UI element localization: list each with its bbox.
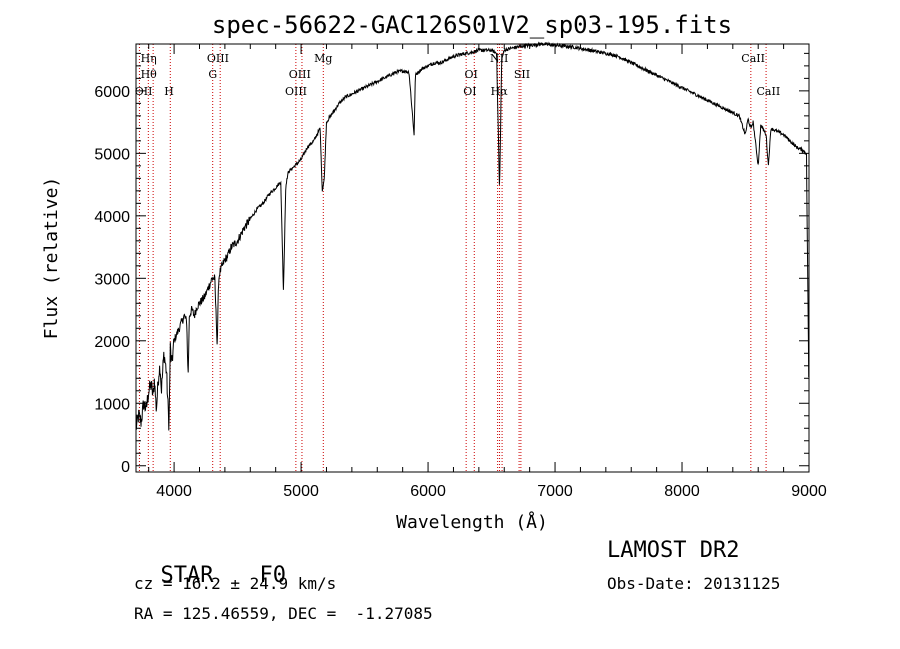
line-label: OI (465, 68, 478, 81)
line-label: Hθ (141, 68, 158, 81)
line-label: NII (490, 52, 508, 65)
x-tick-label: 8000 (664, 483, 700, 500)
line-label: Hη (141, 52, 157, 65)
x-tick-label: 9000 (791, 483, 827, 500)
redshift-label: cz = 16.2 ± 24.9 km/s (134, 574, 337, 593)
y-tick-label: 3000 (94, 271, 130, 288)
x-axis-label: Wavelength (Å) (396, 511, 548, 533)
line-label: G (208, 68, 217, 81)
survey-label: LAMOST DR2 (607, 538, 740, 563)
emission-line-markers (138, 44, 767, 472)
y-tick-label: 4000 (94, 209, 130, 226)
line-label: Hα (491, 85, 509, 98)
line-label: Mg (314, 52, 332, 65)
x-tick-label: 4000 (156, 483, 192, 500)
object-class: STAR F0 (134, 538, 286, 588)
x-tick-label: 5000 (283, 483, 319, 500)
obs-date-label: Obs-Date: 20131125 (607, 574, 781, 593)
y-axis-label: Flux (relative) (41, 177, 62, 340)
line-label: OII (135, 85, 153, 98)
y-tick-label: 1000 (94, 396, 130, 413)
y-tick-label: 2000 (94, 334, 130, 351)
y-axis: 0 1000 2000 3000 4000 5000 6000 (94, 52, 809, 476)
line-label: CaII (741, 52, 765, 65)
line-label: OI (463, 85, 476, 98)
class-label: STAR (160, 563, 214, 588)
x-axis: 4000 5000 6000 7000 8000 9000 (148, 44, 827, 500)
subclass-label: F0 (259, 563, 286, 588)
line-label: SII (514, 68, 530, 81)
chart-title: spec-56622-GAC126S01V2_sp03-195.fits (212, 11, 732, 39)
coordinates-label: RA = 125.46559, DEC = -1.27085 (134, 604, 433, 623)
line-label: OIII (207, 52, 229, 65)
line-label: OIII (285, 85, 307, 98)
x-tick-label: 6000 (410, 483, 446, 500)
plot-frame (135, 43, 810, 473)
line-label: CaII (757, 85, 781, 98)
y-tick-label: 0 (121, 459, 130, 476)
y-tick-label: 6000 (94, 84, 130, 101)
line-label: OIII (289, 68, 311, 81)
x-tick-label: 7000 (537, 483, 573, 500)
spectrum-line (135, 41, 810, 431)
line-label: H (164, 85, 174, 98)
y-tick-label: 5000 (94, 146, 130, 163)
